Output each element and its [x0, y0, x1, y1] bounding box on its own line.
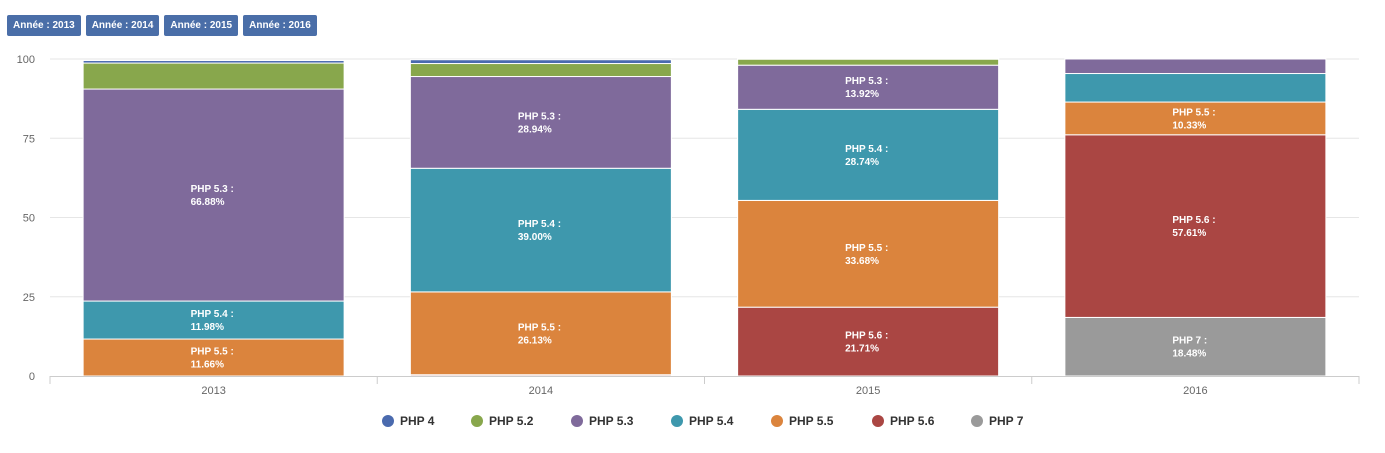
x-tick-label-2014: 2014 [529, 385, 553, 397]
legend-item-php-5-4[interactable]: PHP 5.4 [671, 414, 734, 428]
data-label-2013-php-5-3: PHP 5.3 :66.88% [191, 184, 234, 208]
year-2016-button[interactable]: Année : 2016 [243, 15, 317, 36]
bar-2014-php-4[interactable] [409, 59, 672, 65]
y-tick-label-50: 50 [23, 213, 35, 225]
legend-marker-php-4 [382, 415, 394, 427]
legend-marker-php-5-5 [771, 415, 783, 427]
bar-2015-php-5-2[interactable] [737, 58, 1000, 66]
data-label-2016-php-5-5: PHP 5.5 :10.33% [1172, 107, 1215, 131]
legend-item-php-4[interactable]: PHP 4 [382, 414, 435, 428]
y-tick-label-75: 75 [23, 133, 35, 145]
year-button-bar: Année : 2013 Année : 2014 Année : 2015 A… [7, 15, 317, 36]
data-label-2015-php-5-3: PHP 5.3 :13.92% [845, 76, 888, 100]
legend-item-php-5-2[interactable]: PHP 5.2 [471, 414, 534, 428]
bar-2015-php-5-6[interactable] [737, 306, 1000, 377]
y-tick-label-100: 100 [17, 54, 35, 66]
data-label-2016-php-7: PHP 7 :18.48% [1172, 336, 1207, 360]
legend-marker-php-7 [971, 415, 983, 427]
bar-2014-php-5-2[interactable] [409, 63, 672, 78]
x-tick-label-2016: 2016 [1183, 385, 1207, 397]
legend: PHP 4 PHP 5.2 PHP 5.3 PHP 5.4 PHP 5.5 PHP 5.6… [382, 414, 1024, 428]
bar-2016-php-5-4[interactable] [1064, 73, 1327, 103]
data-label-2016-php-5-6: PHP 5.6 :57.61% [1172, 215, 1215, 239]
bar-2014-php-5-5[interactable] [409, 291, 672, 376]
legend-label-php-4: PHP 4 [400, 414, 435, 428]
bar-2016-php-7[interactable] [1064, 316, 1327, 377]
legend-item-php-5-5[interactable]: PHP 5.5 [771, 414, 834, 428]
bar-2016-php-5-6[interactable] [1064, 134, 1327, 318]
legend-item-php-5-6[interactable]: PHP 5.6 [872, 414, 935, 428]
year-2015-button[interactable]: Année : 2015 [164, 15, 239, 36]
data-label-2015-php-5-4: PHP 5.4 :28.74% [845, 144, 888, 168]
legend-label-php-7: PHP 7 [989, 414, 1024, 428]
legend-marker-php-5-2 [471, 415, 483, 427]
x-tick-label-2015: 2015 [856, 385, 880, 397]
data-label-2014-php-5-4: PHP 5.4 :39.00% [518, 219, 561, 243]
bar-2015-php-5-4[interactable] [737, 108, 1000, 201]
bar-2014-php-5-4[interactable] [409, 167, 672, 293]
data-label-2015-php-5-6: PHP 5.6 :21.71% [845, 331, 888, 355]
y-tick-label-0: 0 [29, 371, 35, 383]
bar-2015-php-5-3[interactable] [737, 64, 1000, 110]
bar-2014-php-5-3[interactable] [409, 76, 672, 169]
bar-2013-php-5-2[interactable] [82, 62, 345, 90]
y-tick-label-25: 25 [23, 292, 35, 304]
legend-item-php-7[interactable]: PHP 7 [971, 414, 1024, 428]
legend-label-php-5-3: PHP 5.3 [589, 414, 634, 428]
legend-label-php-5-5: PHP 5.5 [789, 414, 834, 428]
bar-2013-php-5-5[interactable] [82, 338, 345, 377]
legend-marker-php-5-6 [872, 415, 884, 427]
legend-marker-php-5-3 [571, 415, 583, 427]
bar-2015-php-5-5[interactable] [737, 199, 1000, 308]
data-label-2013-php-5-4: PHP 5.4 :11.98% [191, 309, 234, 333]
bar-2013-php-4[interactable] [82, 60, 345, 64]
legend-label-php-5-2: PHP 5.2 [489, 414, 534, 428]
legend-marker-php-5-4 [671, 415, 683, 427]
data-label-2015-php-5-5: PHP 5.5 :33.68% [845, 243, 888, 267]
bars [82, 58, 1327, 377]
data-label-2014-php-5-5: PHP 5.5 :26.13% [518, 322, 561, 346]
year-2013-button[interactable]: Année : 2013 [7, 15, 81, 36]
legend-label-php-5-4: PHP 5.4 [689, 414, 734, 428]
data-labels: PHP 5.3 :66.88% PHP 5.4 :11.98% PHP 5.5 :1… [191, 76, 1216, 370]
x-tick-label-2013: 2013 [201, 385, 225, 397]
data-label-2013-php-5-5: PHP 5.5 :11.66% [191, 347, 234, 371]
axes: 0 25 50 75 100 2013 2014 2015 2016 [17, 54, 1360, 397]
data-label-2014-php-5-3: PHP 5.3 :28.94% [518, 111, 561, 135]
legend-label-php-5-6: PHP 5.6 [890, 414, 935, 428]
bar-2016-php-5-3[interactable] [1064, 58, 1327, 75]
legend-item-php-5-3[interactable]: PHP 5.3 [571, 414, 634, 428]
year-2014-button[interactable]: Année : 2014 [85, 15, 160, 36]
